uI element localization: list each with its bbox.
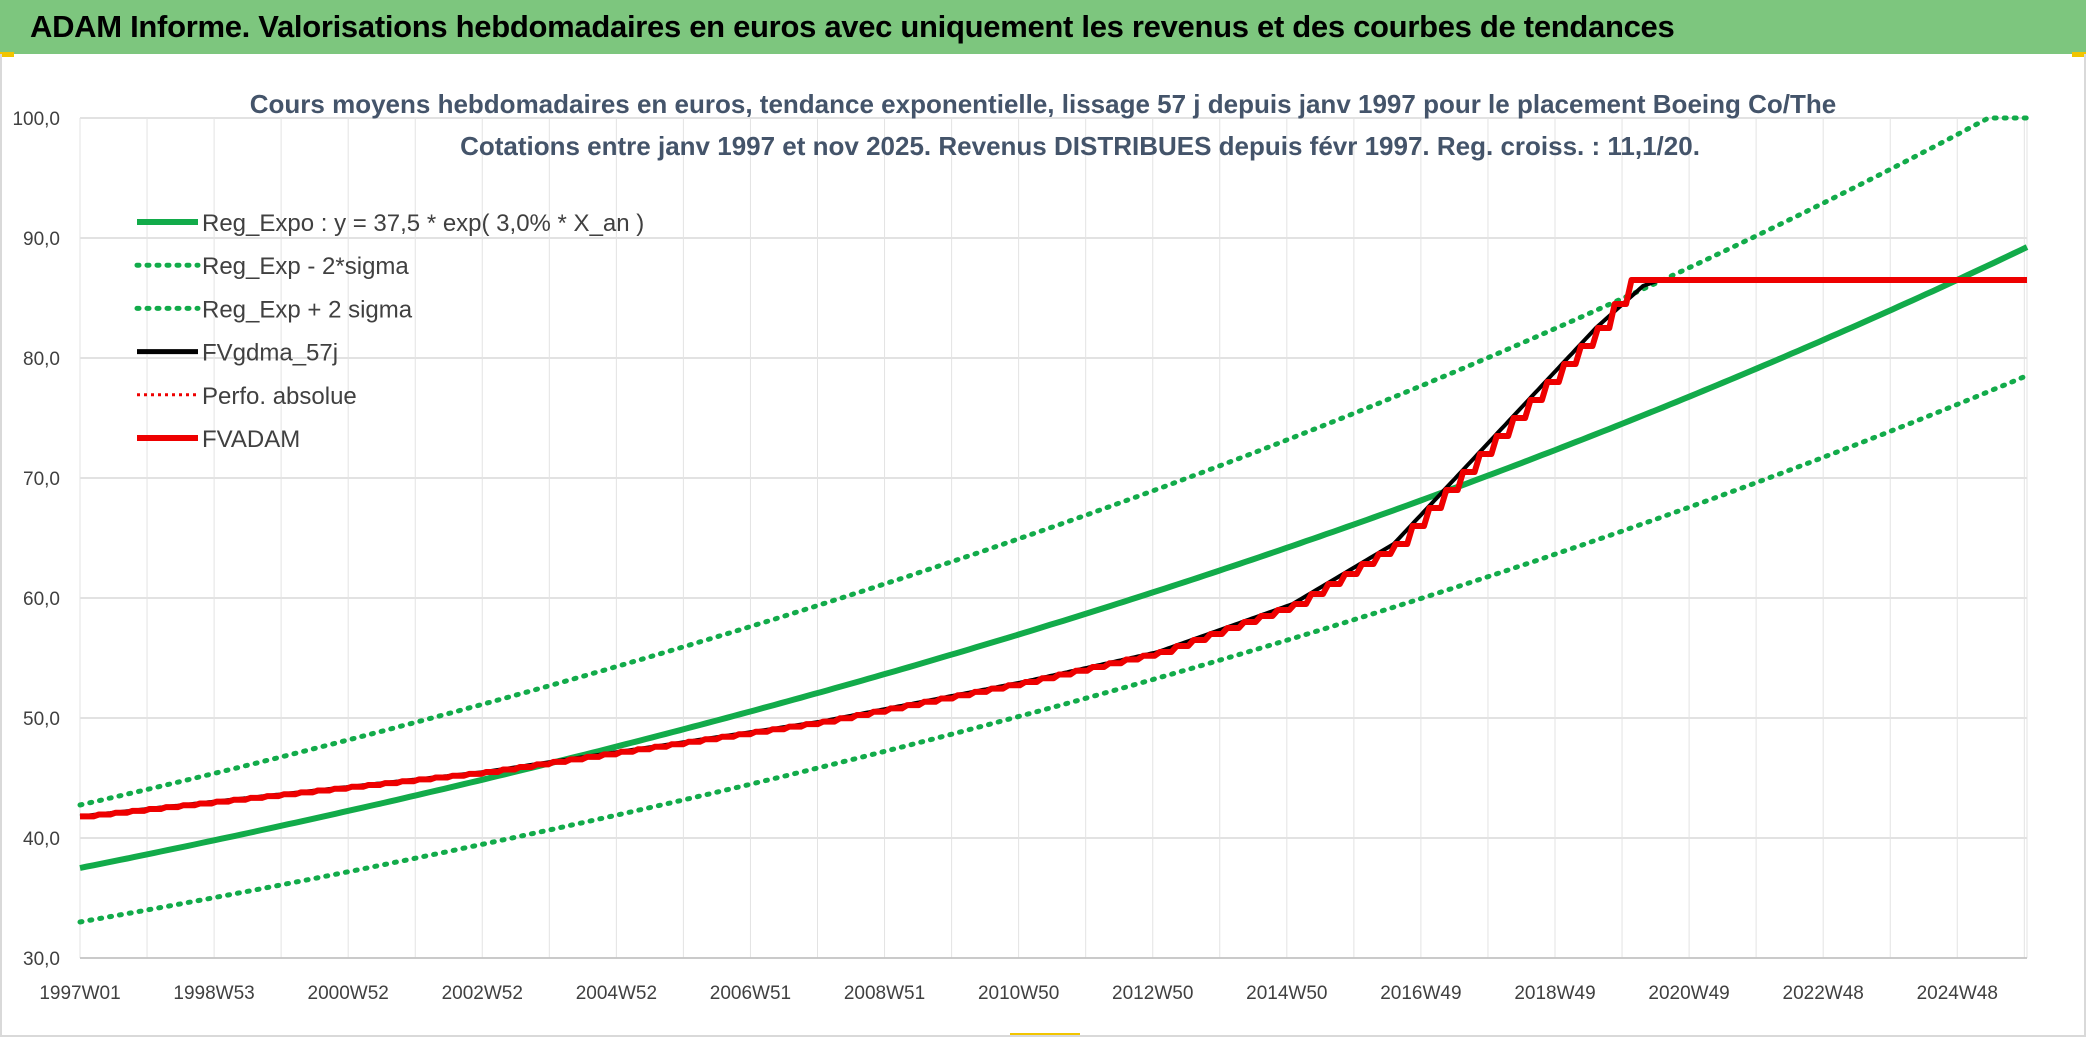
x-tick-label: 2010W50 bbox=[978, 983, 1059, 1004]
y-axis-ticks: 30,0 40,0 50,0 60,0 70,0 80,0 90,0 100,0 bbox=[12, 109, 60, 970]
legend-label: FVADAM bbox=[202, 426, 300, 453]
series-reg-exp-minus-2sigma bbox=[77, 373, 2030, 925]
y-tick-label: 60,0 bbox=[23, 589, 60, 610]
legend-label: Reg_Expo : y = 37,5 * exp( 3,0% * X_an ) bbox=[202, 210, 644, 237]
x-tick-label: 2020W49 bbox=[1648, 983, 1729, 1004]
series-fvadam bbox=[80, 277, 2027, 820]
x-axis-ticks: 1997W01 1998W53 2000W52 2002W52 2004W52 2006W… bbox=[39, 983, 1998, 1004]
y-tick-label: 100,0 bbox=[12, 109, 60, 130]
y-tick-label: 80,0 bbox=[23, 349, 60, 370]
x-tick-label: 2006W51 bbox=[710, 983, 791, 1004]
x-tick-label: 2022W48 bbox=[1783, 983, 1864, 1004]
x-tick-label: 2014W50 bbox=[1246, 983, 1327, 1004]
x-tick-label: 2008W51 bbox=[844, 983, 925, 1004]
x-tick-label: 2002W52 bbox=[442, 983, 523, 1004]
legend-label: Reg_Exp - 2*sigma bbox=[202, 253, 409, 280]
x-tick-label: 2000W52 bbox=[308, 983, 389, 1004]
chart-title: Cours moyens hebdomadaires en euros, ten… bbox=[250, 89, 1836, 119]
x-tick-label: 2018W49 bbox=[1514, 983, 1595, 1004]
yellow-accent-top-right bbox=[2072, 52, 2086, 57]
legend-label: Reg_Exp + 2 sigma bbox=[202, 296, 413, 323]
chart-subtitle: Cotations entre janv 1997 et nov 2025. R… bbox=[460, 131, 1700, 161]
legend-label: Perfo. absolue bbox=[202, 383, 357, 410]
x-tick-label: 1998W53 bbox=[173, 983, 254, 1004]
x-tick-label: 2004W52 bbox=[576, 983, 657, 1004]
series-layer bbox=[77, 115, 2030, 925]
legend-label: FVgdma_57j bbox=[202, 340, 338, 367]
chart-frame bbox=[0, 54, 2086, 1037]
report-banner: ADAM Informe. Valorisations hebdomadaire… bbox=[0, 0, 2086, 54]
y-tick-label: 70,0 bbox=[23, 469, 60, 490]
report-title: ADAM Informe. Valorisations hebdomadaire… bbox=[30, 9, 1675, 44]
series-reg-exp-plus-2sigma bbox=[77, 115, 2030, 808]
y-tick-label: 40,0 bbox=[23, 829, 60, 850]
series-reg-expo bbox=[79, 244, 2029, 871]
gridlines bbox=[79, 117, 2028, 959]
y-tick-label: 50,0 bbox=[23, 709, 60, 730]
x-tick-label: 2024W48 bbox=[1917, 983, 1998, 1004]
y-tick-label: 30,0 bbox=[23, 949, 60, 970]
x-tick-label: 1997W01 bbox=[39, 983, 120, 1004]
y-tick-label: 90,0 bbox=[23, 229, 60, 250]
x-tick-label: 2016W49 bbox=[1380, 983, 1461, 1004]
yellow-accent-top-left bbox=[0, 52, 14, 57]
x-tick-label: 2012W50 bbox=[1112, 983, 1193, 1004]
legend: Reg_Expo : y = 37,5 * exp( 3,0% * X_an )… bbox=[134, 210, 644, 453]
